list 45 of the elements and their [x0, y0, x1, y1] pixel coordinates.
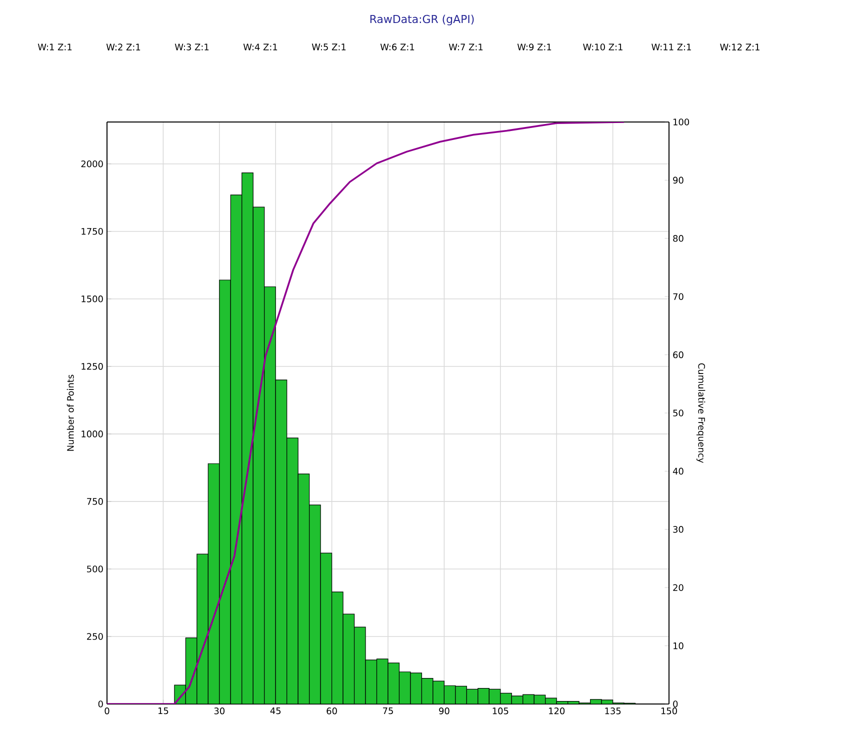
- x-tick-label: 150: [661, 708, 677, 714]
- y-tick-label: 500: [87, 566, 103, 572]
- text: W:4 Z:1: [243, 44, 278, 50]
- y2-tick-label: 80: [673, 235, 684, 242]
- x-tick-label: 30: [214, 708, 225, 714]
- text: W:10 Z:1: [583, 44, 622, 50]
- x-tick-label: 135: [605, 708, 621, 714]
- y2-tick-label: 40: [672, 468, 684, 475]
- text: W:2 Z:1: [106, 44, 140, 50]
- text: W:12 Z:1: [720, 44, 760, 50]
- y-axis-title: Number of Points: [66, 374, 74, 451]
- text: W:6 Z:1: [380, 44, 414, 50]
- text: W:1 Z:1: [38, 44, 72, 50]
- y2-tick-label: 90: [673, 176, 684, 184]
- y2-tick-label: 60: [673, 351, 684, 358]
- text: W:7 Z:1: [448, 44, 483, 50]
- x-tick-label: 60: [326, 708, 337, 714]
- y-tick-label: 0: [98, 700, 103, 708]
- text: W:3 Z:1: [174, 44, 209, 50]
- y-tick-label: 1500: [82, 296, 103, 302]
- y-tick-label: 750: [87, 498, 103, 505]
- y-tick-label: 1000: [82, 430, 103, 438]
- y-tick-label: 1250: [82, 363, 103, 370]
- y2-tick-label: 50: [673, 410, 684, 416]
- y-tick-label: 1750: [82, 228, 103, 235]
- text: W:5 Z:1: [312, 44, 346, 50]
- x-tick-label: 120: [549, 708, 565, 714]
- y2-tick-label: 30: [673, 526, 684, 533]
- chart-title: RawData:GR (gAPI): [370, 14, 474, 26]
- y-tick-label: 250: [87, 633, 103, 640]
- y2-tick-label: 100: [674, 118, 690, 126]
- x-tick-label: 90: [439, 708, 450, 714]
- y2-axis-title: Cumulative Frequency: [696, 363, 706, 463]
- y2-tick-label: 0: [673, 700, 678, 708]
- x-tick-label: 45: [270, 708, 281, 714]
- x-tick-label: 75: [383, 708, 393, 714]
- x-tick-label: 105: [492, 708, 508, 714]
- y2-tick-label: 70: [673, 293, 684, 300]
- x-tick-label: 0: [104, 708, 110, 714]
- text: W:11 Z:1: [652, 44, 691, 50]
- x-tick-label: 15: [158, 708, 168, 714]
- text: W:9 Z:1: [517, 44, 552, 50]
- y2-tick-label: 20: [673, 584, 684, 591]
- y-tick-label: 2000: [81, 160, 103, 168]
- y2-tick-label: 10: [674, 642, 684, 650]
